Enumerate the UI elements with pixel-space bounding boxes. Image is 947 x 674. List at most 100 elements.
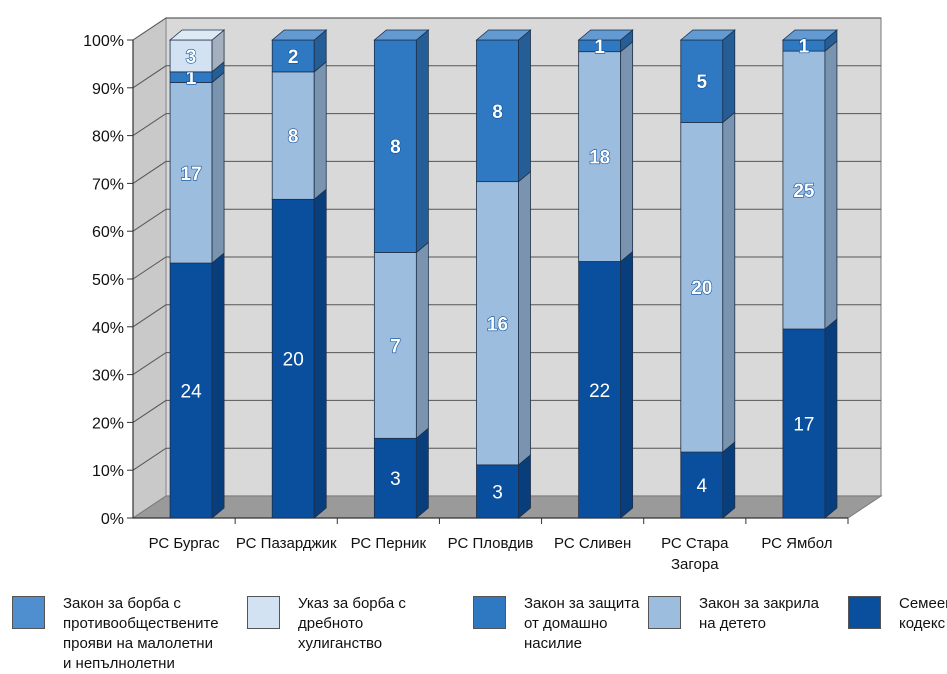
data-label: 17 xyxy=(181,164,202,185)
chart-legend: Закон за борба с противообществените прояв… xyxy=(0,586,947,672)
bar-segment-side xyxy=(415,241,429,440)
y-tick-label: 80% xyxy=(92,129,124,146)
legend-item: Закон за закрила на детето xyxy=(648,594,819,634)
legend-label-line: хулиганство xyxy=(298,635,383,652)
bar-segment-side xyxy=(211,252,225,519)
bar-segment-top xyxy=(271,29,328,41)
gridline xyxy=(132,447,881,471)
gridline xyxy=(132,256,881,280)
gridline xyxy=(132,304,881,328)
x-tick-label: РС Стара xyxy=(661,535,729,552)
data-label: 3 xyxy=(390,469,401,490)
data-label: 25 xyxy=(793,181,815,202)
bar-segment-side xyxy=(722,29,736,124)
gridline xyxy=(132,65,881,89)
bar-segment xyxy=(578,51,622,262)
bar-segment-side xyxy=(620,250,634,519)
bar-segment xyxy=(782,50,826,330)
x-tick-label: РС Перник xyxy=(351,535,427,552)
data-label: 1 xyxy=(186,68,197,89)
legend-label-line: и непълнолетни xyxy=(63,655,175,672)
legend-label: Семеен кодекс xyxy=(899,594,947,634)
data-label: 8 xyxy=(492,102,503,123)
bar-segment xyxy=(782,328,826,519)
bar-segment xyxy=(169,39,213,73)
data-label: 24 xyxy=(181,382,203,403)
y-tick-label: 100% xyxy=(83,33,124,50)
gridline xyxy=(132,399,881,423)
bar-segment xyxy=(680,39,724,123)
gridline xyxy=(132,17,881,41)
data-label: 4 xyxy=(696,476,707,497)
legend-label-line: Закон за борба с xyxy=(63,595,181,612)
x-tick-label: Загора xyxy=(671,556,719,573)
legend-item: Закон за борба с противообществените прояв… xyxy=(12,594,219,674)
y-tick-label: 0% xyxy=(101,511,124,528)
data-label: 2 xyxy=(288,47,299,68)
bar-segment xyxy=(680,451,724,519)
y-tick-label: 60% xyxy=(92,224,124,241)
data-label: 1 xyxy=(799,37,810,58)
bar-segment-top xyxy=(168,29,226,41)
y-tick-label: 10% xyxy=(92,463,124,480)
legend-label-line: насилие xyxy=(524,635,582,652)
data-label: 8 xyxy=(390,137,401,158)
data-label: 7 xyxy=(390,336,401,357)
data-label: 3 xyxy=(186,47,197,68)
data-label: 5 xyxy=(696,72,707,93)
legend-label-line: противообществените xyxy=(63,615,219,632)
bar-segment xyxy=(271,198,315,519)
bar-segment-side xyxy=(824,40,838,330)
legend-swatch xyxy=(848,596,881,629)
data-label: 20 xyxy=(691,278,712,299)
bar-segment-side xyxy=(313,188,327,519)
legend-swatch xyxy=(648,596,681,629)
bar-segment-top xyxy=(577,29,634,41)
legend-label: Указ за борба с дребното хулиганство xyxy=(298,594,406,654)
x-tick-label: РС Пазарджик xyxy=(236,535,337,552)
bar-segment xyxy=(476,181,519,466)
gridline xyxy=(132,208,881,232)
legend-label-line: прояви на малолетни xyxy=(63,635,213,652)
bar-segment-side xyxy=(620,40,634,263)
bar-segment xyxy=(578,261,622,519)
data-label: 22 xyxy=(589,381,610,402)
legend-label-line: Закон за защита xyxy=(524,595,640,612)
legend-label-line: Указ за борба с xyxy=(298,595,406,612)
bar-segment-side xyxy=(518,170,531,466)
bar-segment-side xyxy=(722,441,736,519)
legend-label-line: от домашно xyxy=(524,615,608,632)
bar-segment-top xyxy=(475,29,532,41)
y-tick-label: 70% xyxy=(92,176,124,193)
gridline xyxy=(132,113,881,137)
data-label: 8 xyxy=(288,127,299,148)
bar-segment-top xyxy=(679,29,736,41)
bar-segment-side xyxy=(518,29,531,183)
bar-segment-side xyxy=(722,111,736,453)
legend-label: Закон за защита от домашно насилие xyxy=(524,594,639,654)
data-label: 3 xyxy=(492,482,503,503)
bar-segment xyxy=(373,437,417,519)
x-tick-label: РС Сливен xyxy=(554,535,631,552)
legend-item: Закон за защита от домашно насилие xyxy=(473,594,639,654)
data-label: 18 xyxy=(589,148,610,169)
legend-label-line: кодекс xyxy=(899,615,946,632)
legend-swatch xyxy=(12,596,45,629)
bar-segment-side xyxy=(415,427,429,519)
bar-segment-top xyxy=(781,29,839,41)
gridline xyxy=(132,160,881,184)
bar-segment-top xyxy=(373,29,430,41)
legend-label-line: дребното xyxy=(298,615,364,632)
data-label: 17 xyxy=(793,415,814,436)
y-tick-label: 50% xyxy=(92,272,124,289)
gridline xyxy=(132,352,881,376)
y-tick-label: 20% xyxy=(92,415,124,432)
bar-segment-side xyxy=(313,61,327,201)
legend-item: Семеен кодекс xyxy=(848,594,947,634)
y-tick-label: 30% xyxy=(92,368,124,385)
bar-segment-side xyxy=(518,454,531,519)
bar-segment xyxy=(169,262,213,519)
y-tick-label: 90% xyxy=(92,81,124,98)
legend-swatch xyxy=(473,596,506,629)
legend-label: Закон за закрила на детето xyxy=(699,594,819,634)
